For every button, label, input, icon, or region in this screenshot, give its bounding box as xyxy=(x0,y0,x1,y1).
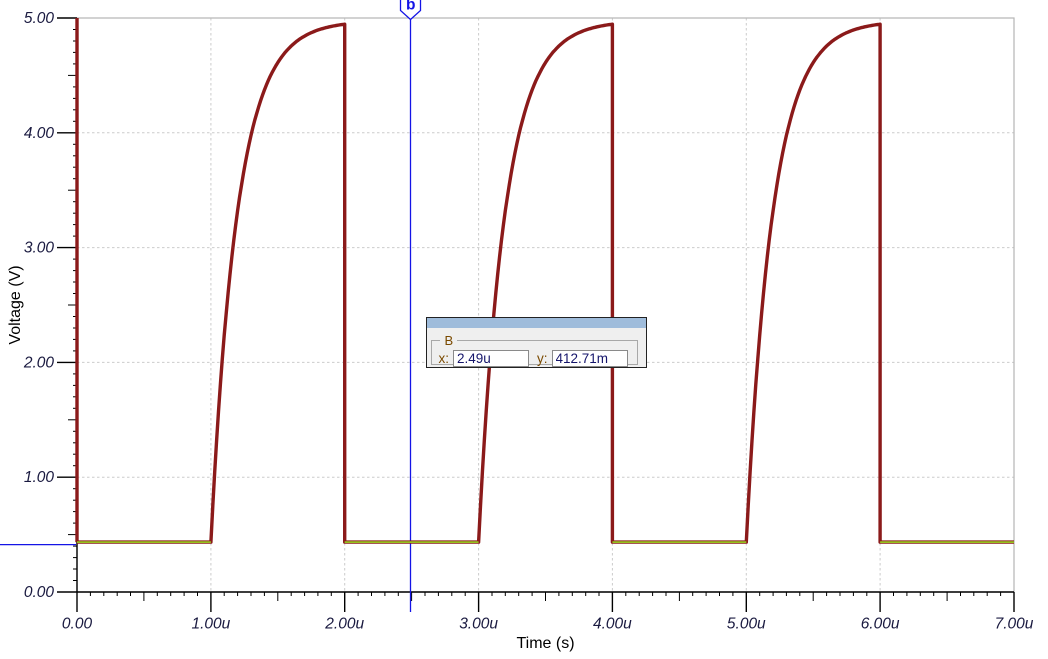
svg-text:5.00: 5.00 xyxy=(24,10,55,27)
svg-text:Voltage (V): Voltage (V) xyxy=(7,265,24,344)
svg-text:2.00u: 2.00u xyxy=(324,616,364,633)
svg-text:0.00: 0.00 xyxy=(62,616,93,633)
svg-text:3.00: 3.00 xyxy=(24,240,55,257)
svg-text:1.00: 1.00 xyxy=(24,469,55,486)
svg-text:6.00u: 6.00u xyxy=(861,616,900,633)
svg-text:4.00: 4.00 xyxy=(24,125,55,142)
svg-text:3.00u: 3.00u xyxy=(459,616,498,633)
svg-text:5.00u: 5.00u xyxy=(727,616,766,633)
svg-text:7.00u: 7.00u xyxy=(995,616,1034,633)
svg-text:1.00u: 1.00u xyxy=(192,616,231,633)
svg-text:4.00u: 4.00u xyxy=(593,616,632,633)
svg-text:2.00: 2.00 xyxy=(23,354,55,371)
svg-text:b: b xyxy=(406,0,415,14)
svg-text:0.00: 0.00 xyxy=(24,584,55,601)
svg-text:Time (s): Time (s) xyxy=(516,635,574,652)
